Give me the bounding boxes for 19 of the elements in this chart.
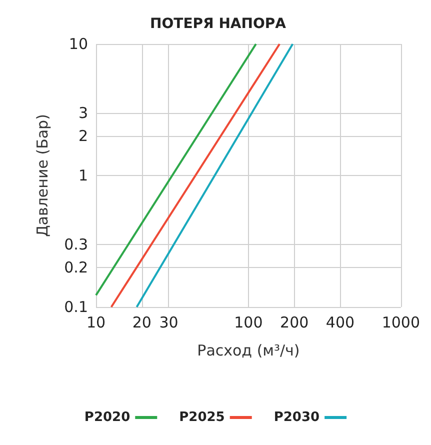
x-tick-label: 200 [280,314,309,332]
y-axis-title: Давление (Бар) [34,114,52,237]
y-tick-label: 0.1 [64,298,88,316]
x-tick-label: 1000 [382,314,420,332]
legend-label: P2025 [179,410,225,425]
y-tick-label: 2 [78,126,88,145]
y-tick-label: 1 [78,166,88,184]
x-tick-label: 30 [159,314,178,332]
x-tick-label: 400 [326,314,355,332]
y-tick-label: 10 [68,35,88,53]
y-tick-label: 0.3 [64,235,88,254]
y-tick-label: 3 [78,104,88,122]
legend-label: P2020 [84,410,130,425]
legend-label: P2030 [274,410,320,425]
x-tick-label: 100 [234,314,263,332]
x-tick-label: 20 [132,314,152,332]
chart-title: ПОТЕРЯ НАПОРА [150,16,286,32]
y-tick-label: 0.2 [64,258,88,276]
x-axis-title: Расход (м³/ч) [197,342,300,360]
